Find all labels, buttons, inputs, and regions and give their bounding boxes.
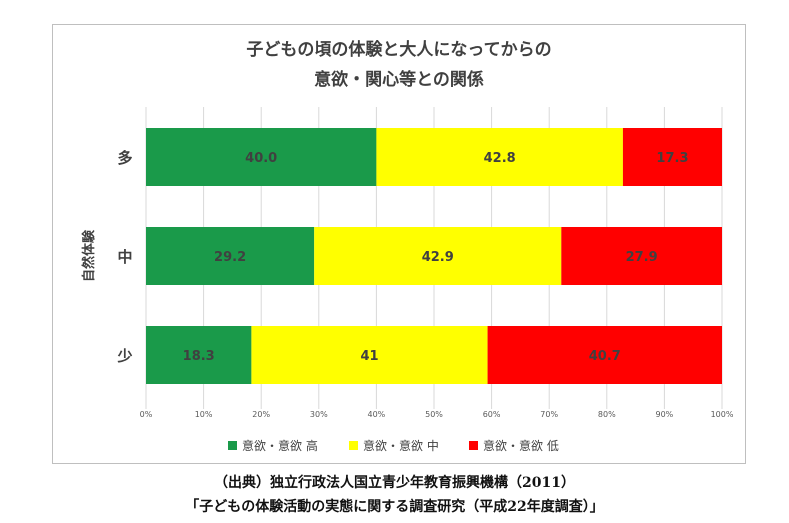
bar-segment [251, 326, 488, 384]
data-label: 41 [360, 349, 378, 364]
category-label: 少 [116, 347, 132, 365]
legend-label: 意欲・意欲 高 [242, 438, 318, 453]
chart-title-line-1: 子どもの頃の体験と大人になってからの [246, 39, 551, 60]
legend-swatch [469, 441, 478, 450]
legend-label: 意欲・意欲 中 [363, 438, 439, 453]
bar-segment [622, 128, 722, 186]
survey-title-caption: 「子どもの体験活動の実態に関する調査研究（平成22年度調査）」 [185, 499, 604, 515]
category-label: 中 [117, 248, 132, 266]
bar-segment [487, 326, 722, 384]
legend-swatch [228, 441, 237, 450]
x-tick-label: 10% [195, 410, 213, 419]
legend-swatch [349, 441, 358, 450]
x-tick-label: 50% [425, 410, 443, 419]
x-tick-label: 70% [540, 410, 558, 419]
bar-segment [146, 326, 252, 384]
x-tick-label: 100% [711, 410, 734, 419]
x-tick-label: 0% [140, 410, 153, 419]
x-tick-label: 40% [368, 410, 386, 419]
data-label: 18.3 [183, 349, 215, 364]
data-label: 17.3 [656, 151, 688, 166]
x-tick-label: 60% [483, 410, 501, 419]
bar-segment [146, 128, 377, 186]
bar-segment [561, 227, 722, 285]
chart-title-line-2: 意欲・関心等との関係 [314, 69, 484, 90]
data-label: 27.9 [626, 250, 658, 265]
bar-segment [146, 227, 315, 285]
data-label: 29.2 [214, 250, 246, 265]
data-label: 40.7 [589, 349, 621, 364]
source-caption: （出典）独立行政法人国立青少年教育振興機構（2011） [214, 475, 575, 491]
chart-frame: 子どもの頃の体験と大人になってからの 意欲・関心等との関係 0% 10% 20% 30% 4… [52, 24, 746, 464]
legend-label: 意欲・意欲 低 [483, 438, 559, 453]
data-label: 42.9 [422, 250, 454, 265]
bar-segment [376, 128, 623, 186]
bar-segment [314, 227, 562, 285]
x-tick-label: 90% [656, 410, 674, 419]
x-tick-label: 80% [598, 410, 616, 419]
x-tick-label: 30% [310, 410, 328, 419]
y-axis-title: 自然体験 [81, 229, 97, 282]
category-label: 多 [117, 149, 132, 167]
data-label: 40.0 [245, 151, 277, 166]
x-tick-label: 20% [252, 410, 270, 419]
data-label: 42.8 [484, 151, 516, 166]
